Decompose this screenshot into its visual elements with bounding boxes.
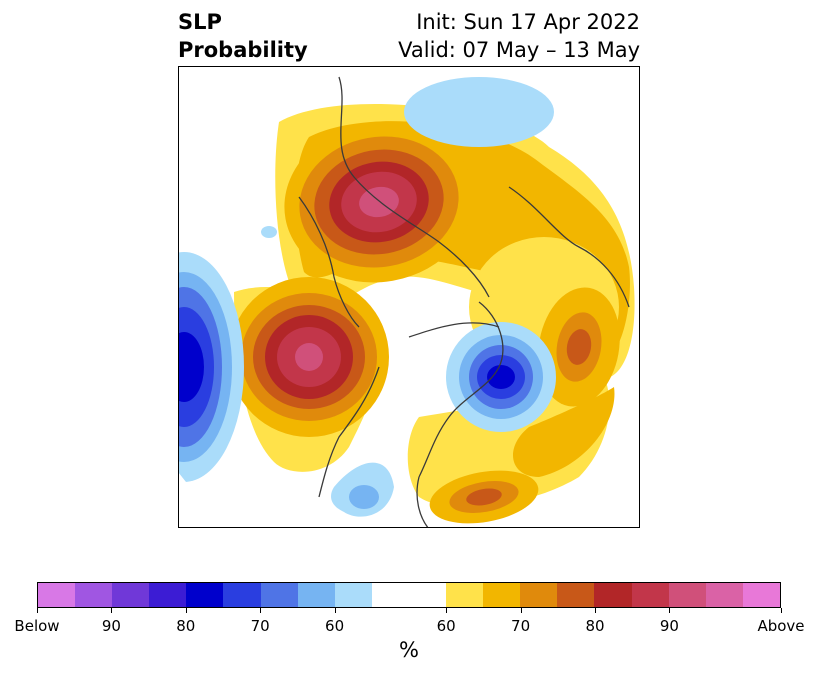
- colorbar-segment: [334, 583, 372, 607]
- map-panel: [178, 66, 640, 528]
- colorbar-segment: [371, 583, 409, 607]
- colorbar-tick-label: Below: [14, 617, 60, 635]
- colorbar-segment: [446, 583, 484, 607]
- colorbar-tickmark: [446, 608, 448, 613]
- colorbar-unit-label: %: [399, 638, 419, 662]
- low-central-pacific: [179, 332, 204, 402]
- title-variable: SLP: [178, 10, 222, 34]
- probability-map: [179, 67, 639, 527]
- coastline-path: [318, 366, 380, 498]
- low-davis-strait: [487, 365, 515, 389]
- anomaly-fills: [179, 77, 635, 524]
- colorbar-tickmark: [260, 608, 262, 613]
- colorbar-tickmark: [669, 608, 671, 613]
- colorbar-segment: [594, 583, 632, 607]
- chart-title: SLP Probability: [178, 8, 308, 64]
- positive-anomaly-atlantic-gold: [512, 387, 615, 477]
- coastlines: [298, 76, 630, 527]
- coastline-path: [416, 476, 429, 527]
- colorbar-segment: [186, 583, 224, 607]
- colorbar-tick-label: 90: [101, 617, 121, 635]
- colorbar-tick-label: 60: [436, 617, 456, 635]
- colorbar-segment: [112, 583, 150, 607]
- colorbar-tickmark: [520, 608, 522, 613]
- init-date: Init: Sun 17 Apr 2022: [416, 10, 640, 34]
- colorbar: [37, 582, 781, 608]
- coastline-path: [418, 301, 504, 478]
- high-gulf-of-alaska: [295, 343, 323, 371]
- colorbar-tick-label: Above: [757, 617, 805, 635]
- low-southern-us-core: [349, 485, 379, 509]
- colorbar-tick-label: 80: [176, 617, 196, 635]
- colorbar-tickmark: [185, 608, 187, 613]
- colorbar-segment: [297, 583, 335, 607]
- colorbar-tick-label: 60: [325, 617, 345, 635]
- colorbar-segment: [223, 583, 261, 607]
- colorbar-segment: [75, 583, 113, 607]
- title-type: Probability: [178, 38, 308, 62]
- valid-range: Valid: 07 May – 13 May: [398, 38, 640, 62]
- low-arctic-ocean: [404, 77, 554, 147]
- colorbar-tickmark: [37, 608, 38, 613]
- colorbar-tick-label: 80: [585, 617, 605, 635]
- high-western-atlantic: [466, 488, 502, 506]
- colorbar-segment: [742, 583, 780, 607]
- colorbar-tick-label: 70: [511, 617, 531, 635]
- colorbar-segment: [705, 583, 743, 607]
- colorbar-segment: [520, 583, 558, 607]
- coastline-path: [298, 196, 360, 328]
- coastline-path: [408, 322, 500, 338]
- high-siberia: [566, 329, 592, 365]
- coastline-path: [508, 186, 630, 308]
- colorbar-tickmark: [111, 608, 113, 613]
- colorbar-segment: [408, 583, 447, 607]
- colorbar-segment: [557, 583, 595, 607]
- colorbar-segment: [149, 583, 187, 607]
- colorbar-segment: [260, 583, 298, 607]
- colorbar-tick-label: 90: [659, 617, 679, 635]
- coastline-path: [338, 76, 490, 298]
- colorbar-tickmark: [595, 608, 596, 613]
- colorbar-segment: [38, 583, 76, 607]
- colorbar-segment: [668, 583, 706, 607]
- colorbar-tickmark: [334, 608, 336, 613]
- colorbar-segment: [631, 583, 669, 607]
- colorbar-tick-label: 70: [250, 617, 270, 635]
- high-scandinavia: [359, 186, 399, 218]
- colorbar-segment: [483, 583, 521, 607]
- chart-dates: Init: Sun 17 Apr 2022 Valid: 07 May – 13…: [398, 8, 640, 64]
- colorbar-tickmark: [781, 608, 782, 613]
- low-small: [261, 226, 277, 238]
